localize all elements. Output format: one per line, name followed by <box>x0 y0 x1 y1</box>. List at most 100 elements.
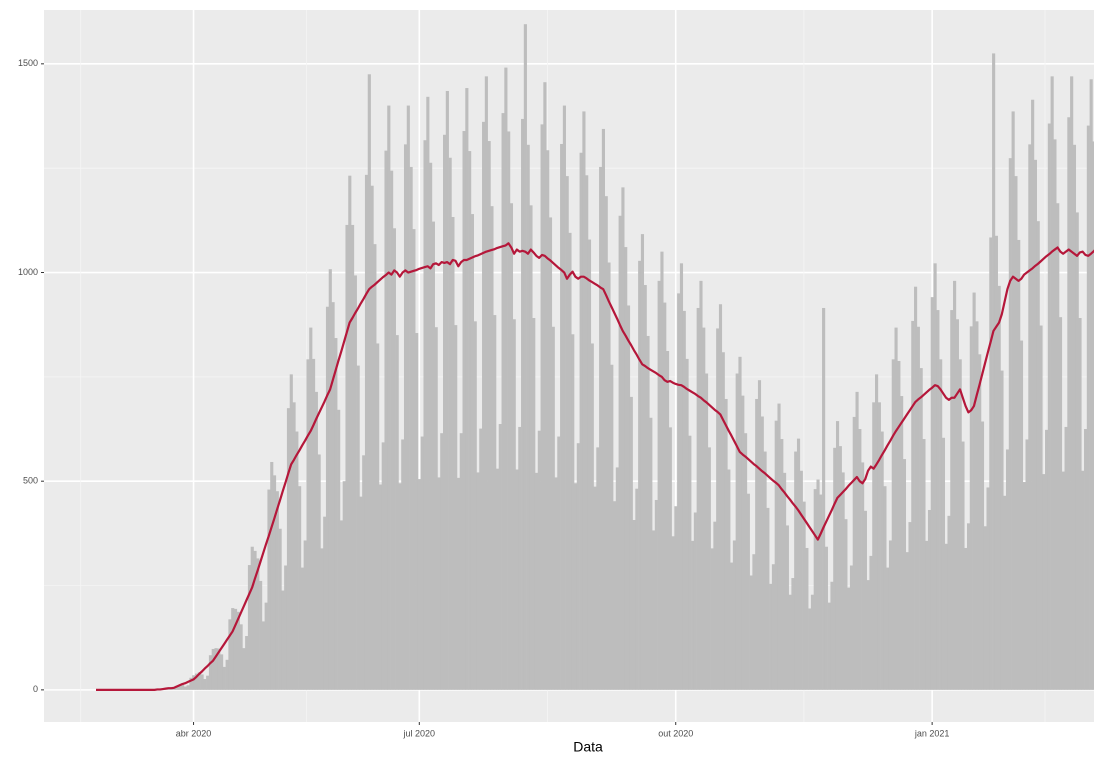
bar <box>264 602 268 690</box>
bar <box>356 365 360 690</box>
bar <box>827 602 831 690</box>
bar <box>270 461 274 690</box>
bar <box>364 174 369 690</box>
bar <box>1058 317 1063 690</box>
bar <box>334 338 338 690</box>
bar <box>353 275 357 690</box>
bar <box>568 232 572 690</box>
bar <box>1056 203 1060 690</box>
bar <box>615 467 619 690</box>
bar <box>470 214 475 690</box>
bar <box>618 215 622 690</box>
bar <box>309 327 313 690</box>
bar <box>582 111 586 690</box>
bar <box>632 520 636 690</box>
bar <box>730 562 734 690</box>
bar <box>289 374 293 690</box>
bar <box>1039 325 1043 690</box>
bar <box>359 496 363 690</box>
bar <box>507 131 511 690</box>
bar <box>958 359 962 690</box>
bar <box>1092 141 1094 690</box>
bar <box>1045 429 1049 690</box>
bar <box>579 152 583 690</box>
bar <box>261 621 265 690</box>
bar <box>1070 76 1074 690</box>
bar <box>286 408 291 690</box>
bar <box>415 333 419 690</box>
bar <box>573 483 578 690</box>
bar <box>557 436 561 690</box>
bar <box>546 150 550 690</box>
bar <box>679 263 684 690</box>
bar <box>490 206 494 690</box>
bar <box>312 358 316 690</box>
bar <box>376 343 380 690</box>
x-tick-label: jul 2020 <box>403 728 436 738</box>
bar <box>409 166 413 690</box>
bar <box>596 447 600 690</box>
bar <box>613 501 617 690</box>
bar <box>816 479 820 690</box>
bar <box>760 416 764 690</box>
bar <box>406 105 410 690</box>
bar <box>1067 117 1071 690</box>
bar <box>953 280 957 690</box>
bar <box>905 552 909 690</box>
bar <box>992 53 996 690</box>
bar <box>986 487 990 690</box>
bar <box>927 509 932 690</box>
bar <box>911 320 915 690</box>
bar <box>919 368 923 690</box>
bar <box>434 327 438 690</box>
bar <box>721 352 725 690</box>
bar <box>997 285 1001 690</box>
bar <box>646 335 650 690</box>
bar <box>833 447 837 690</box>
bar <box>950 310 954 690</box>
bar <box>677 293 681 690</box>
bar <box>607 262 611 690</box>
bar <box>459 433 463 690</box>
bar <box>757 380 762 690</box>
bar <box>866 580 870 690</box>
bar <box>562 105 566 690</box>
bar <box>231 608 235 690</box>
bar <box>509 203 514 690</box>
bar <box>1008 158 1012 690</box>
bar <box>1061 471 1065 690</box>
bar <box>437 477 441 690</box>
bar <box>1047 123 1051 690</box>
bar <box>495 468 500 690</box>
bar <box>554 477 558 690</box>
bar <box>883 486 887 690</box>
bar <box>479 428 483 690</box>
bar <box>805 547 809 690</box>
bar <box>181 684 185 690</box>
bar <box>635 488 639 690</box>
bar <box>272 475 277 690</box>
bar <box>194 673 199 690</box>
bar <box>813 489 817 690</box>
bar <box>206 675 210 690</box>
bar <box>1086 125 1090 690</box>
bar <box>702 327 706 690</box>
bar <box>872 402 876 690</box>
bar <box>682 310 686 690</box>
bar <box>1064 426 1068 690</box>
bar <box>707 447 711 690</box>
bar <box>473 321 477 690</box>
bar <box>897 360 901 690</box>
x-axis-title: Data <box>573 739 603 755</box>
bar <box>183 686 187 690</box>
bar <box>621 187 625 690</box>
bar <box>417 479 422 690</box>
bar <box>966 523 971 690</box>
bar <box>1005 449 1010 690</box>
bar <box>858 429 862 690</box>
bar <box>771 564 776 690</box>
bar <box>699 280 703 690</box>
bar <box>476 472 480 690</box>
bar <box>576 443 580 690</box>
bar <box>916 326 920 690</box>
